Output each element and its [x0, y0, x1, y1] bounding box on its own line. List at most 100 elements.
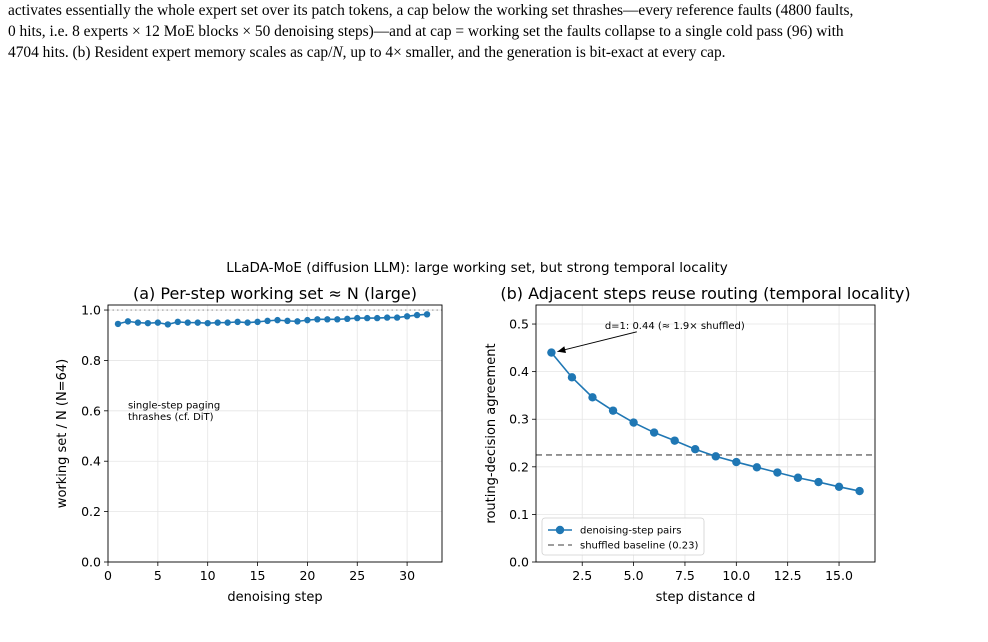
data-point — [204, 319, 211, 327]
data-point — [547, 348, 556, 357]
data-point — [732, 457, 741, 467]
legend-series-label: denoising-step pairs — [580, 526, 681, 537]
x-tick-label: 7.5 — [675, 568, 695, 583]
data-point — [691, 445, 700, 454]
data-point — [423, 311, 431, 318]
figure-suptitle: LLaDA-MoE (diffusion LLM): large working… — [226, 260, 728, 276]
x-tick-label: 12.5 — [774, 568, 802, 583]
data-point — [324, 316, 331, 323]
data-point — [344, 315, 351, 323]
annotation-arrowhead — [557, 346, 567, 354]
annotation-text: single-step paging — [128, 400, 220, 411]
x-tick-label: 10.0 — [722, 568, 750, 583]
data-point — [814, 477, 823, 487]
data-point — [314, 316, 321, 323]
data-point — [793, 473, 803, 482]
data-point — [164, 321, 172, 328]
legend-box — [541, 517, 705, 556]
data-point — [834, 482, 844, 492]
data-point — [234, 318, 241, 326]
x-tick-label: 15 — [250, 568, 266, 583]
data-point — [711, 452, 720, 461]
caption-line-1: activates essentially the whole expert s… — [8, 2, 854, 19]
series-line — [117, 313, 428, 326]
data-point — [134, 319, 142, 326]
data-point — [334, 316, 341, 323]
data-point — [264, 317, 271, 325]
data-point — [354, 314, 361, 322]
panel-b-temporal-locality: 2.5 5.0 7.5 10.0 12.5 15.0 0.0 0.1 0.2 0.3 0.4 0.5 (… — [484, 284, 911, 605]
x-tick-label: 25 — [349, 568, 365, 583]
y-tick-label: 0.3 — [509, 412, 529, 427]
data-point — [154, 319, 162, 326]
data-point — [752, 463, 762, 472]
data-point — [383, 314, 391, 321]
panel-title: (a) Per-step working set ≈ N (large) — [133, 284, 417, 303]
data-point — [174, 318, 181, 326]
y-tick-label: 0.4 — [81, 454, 101, 469]
panel-a-working-set: 0 5 10 15 20 25 30 0.0 0.2 0.4 0.6 0.8 1.0 (a) Per-st… — [55, 284, 443, 605]
data-point — [214, 319, 221, 326]
x-tick-label: 5 — [154, 568, 162, 583]
data-point — [254, 318, 261, 326]
data-point — [124, 318, 132, 325]
caption-line-2: 0 hits, i.e. 8 experts × 12 MoE blocks ×… — [8, 23, 844, 40]
data-point — [364, 314, 371, 322]
data-point — [649, 428, 659, 437]
x-tick-label: 5.0 — [624, 568, 644, 583]
y-tick-label: 0.4 — [509, 364, 529, 379]
y-tick-label: 0.2 — [509, 459, 529, 474]
data-point — [114, 320, 122, 328]
figure-caption: activates essentially the whole expert s… — [8, 0, 983, 63]
x-tick-label: 30 — [399, 568, 415, 583]
data-point — [284, 317, 291, 325]
x-tick-label: 20 — [299, 568, 315, 583]
data-point — [629, 418, 638, 427]
annotation-text: d=1: 0.44 (≈ 1.9× shuffled) — [605, 321, 745, 332]
data-point — [194, 319, 201, 326]
data-point — [294, 318, 301, 325]
caption-line-3: 4704 hits. (b) Resident expert memory sc… — [8, 42, 983, 63]
data-point — [184, 319, 191, 326]
y-tick-label: 1.0 — [81, 303, 101, 318]
data-point — [670, 436, 679, 445]
data-point — [588, 393, 597, 402]
data-point — [608, 406, 618, 415]
y-axis-label: routing-decision agreement — [484, 343, 499, 523]
y-tick-label: 0.6 — [81, 403, 101, 418]
caption-var-n: N — [332, 44, 343, 61]
y-tick-label: 0.1 — [509, 507, 529, 522]
y-tick-label: 0.2 — [81, 504, 101, 519]
y-tick-label: 0.5 — [509, 317, 529, 332]
y-tick-label: 0.8 — [81, 353, 101, 368]
x-tick-label: 10 — [200, 568, 216, 583]
data-point — [773, 468, 782, 477]
axes-frame — [535, 304, 876, 563]
y-tick-label: 0.0 — [81, 555, 101, 570]
series-line — [550, 352, 860, 492]
legend-baseline-label: shuffled baseline (0.23) — [580, 541, 698, 552]
legend-series-swatch-marker — [555, 525, 565, 535]
data-point — [244, 319, 251, 326]
data-point — [144, 319, 152, 327]
data-point — [373, 314, 381, 322]
y-axis-label: working set / N (N=64) — [55, 359, 70, 508]
x-axis-label: denoising step — [227, 590, 322, 605]
annotation-text: thrashes (cf. DiT) — [128, 412, 214, 423]
y-tick-label: 0.0 — [509, 555, 529, 570]
x-tick-label: 15.0 — [825, 568, 853, 583]
caption-line-3-a: 4704 hits. (b) Resident expert memory sc… — [8, 44, 333, 61]
axes-frame — [107, 304, 443, 563]
x-tick-label: 2.5 — [572, 568, 592, 583]
x-axis-label: step distance d — [656, 590, 756, 605]
data-point — [304, 316, 311, 324]
data-point — [567, 373, 577, 382]
data-point — [274, 316, 281, 324]
caption-line-3-b: , up to 4× smaller, and the generation i… — [342, 44, 726, 61]
x-tick-label: 0 — [104, 568, 112, 583]
data-point — [413, 311, 421, 319]
panel-title: (b) Adjacent steps reuse routing (tempor… — [500, 284, 910, 303]
data-point — [403, 313, 411, 320]
annotation-arrow — [557, 331, 637, 353]
